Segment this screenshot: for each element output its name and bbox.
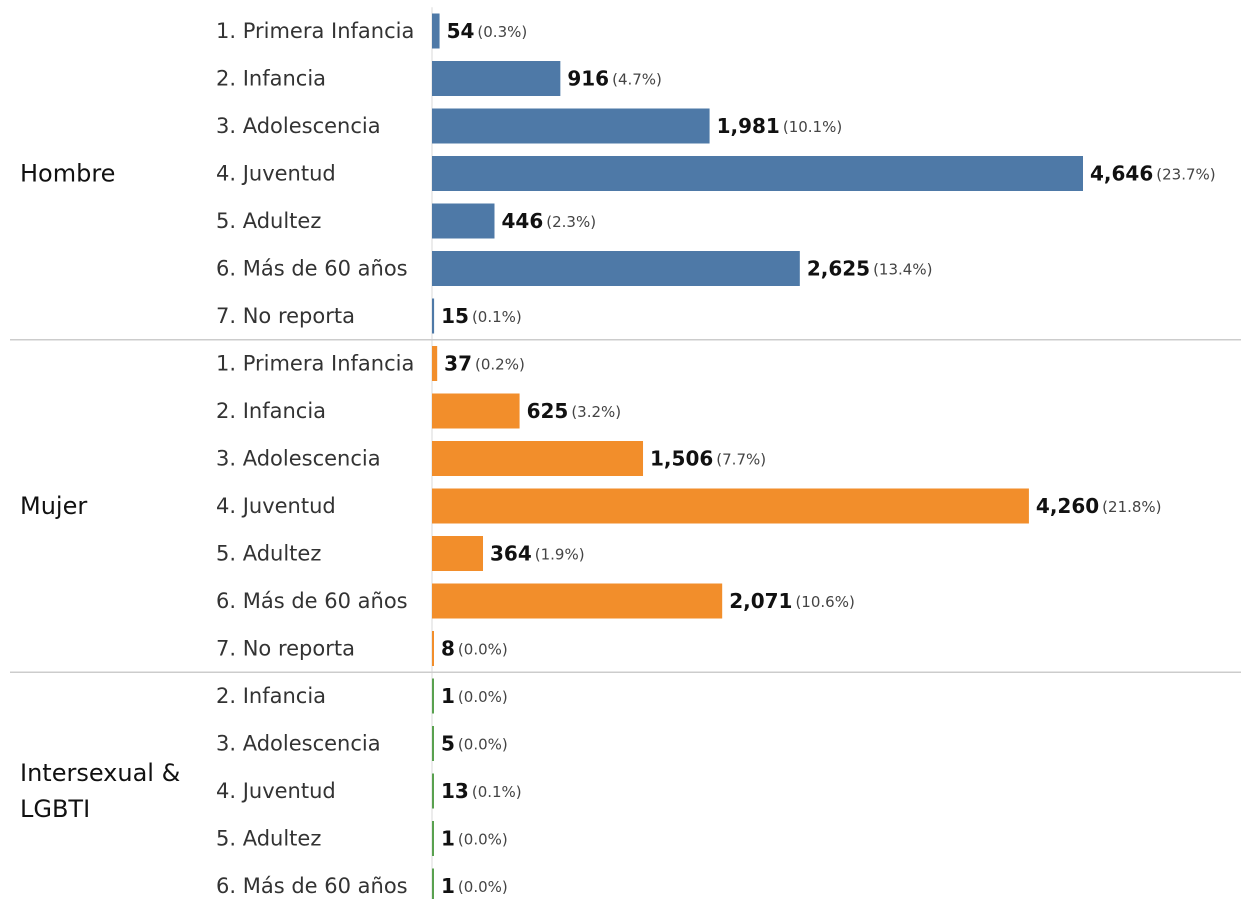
category-label: 1. Primera Infancia (216, 352, 414, 376)
category-label: 3. Adolescencia (216, 732, 381, 756)
value-label: 2,625 (807, 257, 870, 281)
bar (432, 108, 710, 144)
group-label: Hombre (20, 160, 115, 188)
category-label: 2. Infancia (216, 67, 326, 91)
percent-label: (0.1%) (472, 783, 522, 801)
bar (432, 631, 434, 666)
value-label: 625 (527, 399, 569, 423)
bar (432, 61, 561, 96)
value-label: 916 (567, 67, 609, 91)
category-label: 4. Juventud (216, 494, 336, 518)
bar (432, 726, 434, 761)
category-label: 4. Juventud (216, 162, 336, 186)
value-label: 8 (441, 637, 455, 661)
percent-label: (0.3%) (477, 23, 527, 41)
percent-label: (7.7%) (716, 451, 766, 469)
value-label: 1,981 (717, 114, 780, 138)
value-label: 1 (441, 684, 455, 708)
value-label: 1,506 (650, 447, 713, 471)
percent-label: (21.8%) (1102, 498, 1161, 516)
bar (432, 868, 434, 899)
category-label: 5. Adultez (216, 209, 321, 233)
percent-label: (23.7%) (1156, 166, 1215, 184)
group-label: Intersexual & (20, 759, 180, 787)
category-label: 6. Más de 60 años (216, 874, 408, 898)
bar (432, 156, 1083, 191)
value-label: 1 (441, 827, 455, 851)
value-label: 5 (441, 732, 455, 756)
bar (432, 393, 520, 429)
category-label: 5. Adultez (216, 542, 321, 566)
category-label: 4. Juventud (216, 779, 336, 803)
value-label: 2,071 (729, 589, 792, 613)
percent-label: (1.9%) (535, 546, 585, 564)
group-label: Mujer (20, 492, 87, 520)
percent-label: (0.1%) (472, 308, 522, 326)
bar (432, 678, 434, 714)
bar (432, 251, 800, 286)
percent-label: (10.6%) (795, 593, 854, 611)
percent-label: (0.2%) (475, 356, 525, 374)
percent-label: (0.0%) (458, 831, 508, 849)
percent-label: (0.0%) (458, 736, 508, 754)
percent-label: (3.2%) (571, 403, 621, 421)
value-label: 1 (441, 874, 455, 898)
bar (432, 203, 495, 239)
category-label: 6. Más de 60 años (216, 257, 408, 281)
category-label: 5. Adultez (216, 827, 321, 851)
bar (432, 583, 723, 619)
bar (432, 298, 435, 334)
value-label: 4,260 (1036, 494, 1099, 518)
percent-label: (2.3%) (546, 213, 596, 231)
category-label: 7. No reporta (216, 304, 355, 328)
percent-label: (0.0%) (458, 688, 508, 706)
percent-label: (13.4%) (873, 261, 932, 279)
category-label: 1. Primera Infancia (216, 19, 414, 43)
percent-label: (0.0%) (458, 641, 508, 659)
category-label: 3. Adolescencia (216, 447, 381, 471)
value-label: 15 (441, 304, 469, 328)
bar (432, 821, 434, 856)
value-label: 54 (447, 19, 475, 43)
category-label: 6. Más de 60 años (216, 589, 408, 613)
value-label: 446 (501, 209, 543, 233)
percent-label: (4.7%) (612, 71, 662, 89)
bar (432, 488, 1029, 524)
bar (432, 536, 484, 571)
bar (432, 346, 438, 381)
percent-label: (0.0%) (458, 878, 508, 896)
value-label: 37 (444, 352, 472, 376)
value-label: 4,646 (1090, 162, 1153, 186)
value-label: 364 (490, 542, 532, 566)
category-label: 3. Adolescencia (216, 114, 381, 138)
value-label: 13 (441, 779, 469, 803)
category-label: 2. Infancia (216, 399, 326, 423)
bar (432, 773, 434, 809)
category-label: 2. Infancia (216, 684, 326, 708)
category-label: 7. No reporta (216, 637, 355, 661)
percent-label: (10.1%) (783, 118, 842, 136)
bar (432, 441, 644, 476)
group-label: LGBTI (20, 795, 90, 823)
bar (432, 13, 440, 49)
